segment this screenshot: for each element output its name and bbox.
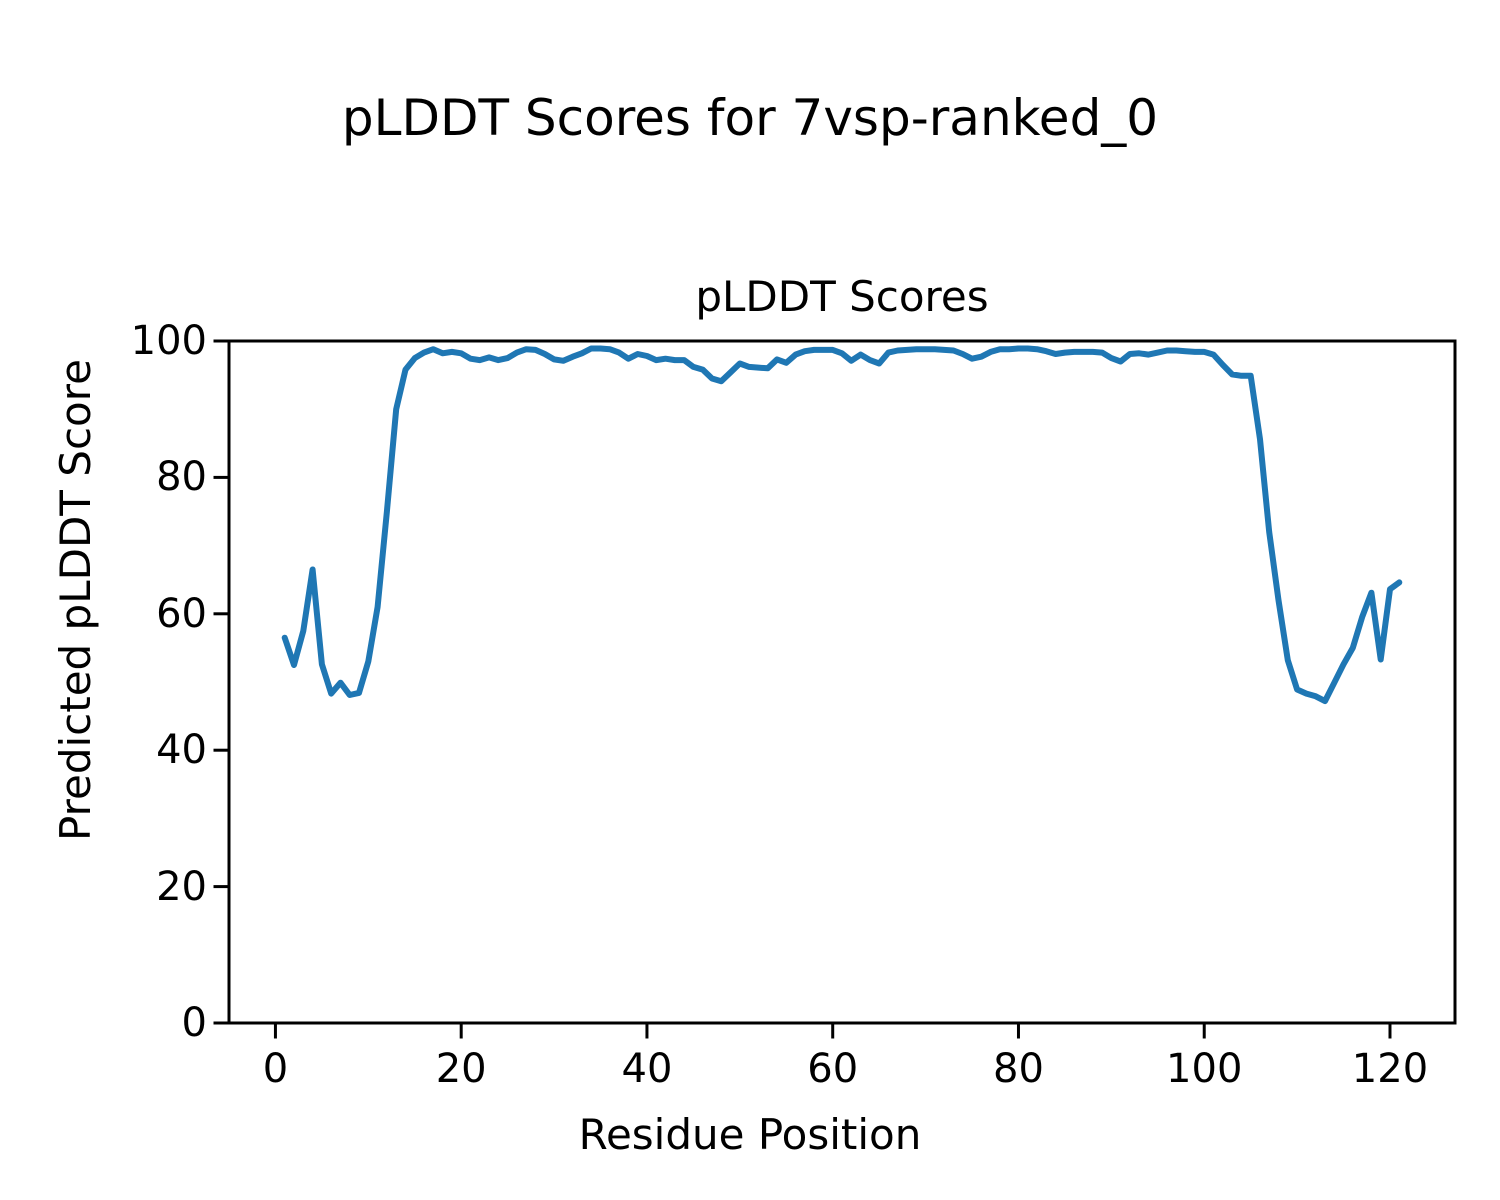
x-tick-label: 80 — [993, 1046, 1044, 1092]
figure-title: pLDDT Scores for 7vsp-ranked_0 — [341, 89, 1159, 147]
x-tick-label: 20 — [435, 1046, 487, 1092]
x-axis-label: Residue Position — [578, 1110, 922, 1159]
y-tick-label: 60 — [156, 590, 207, 637]
y-tick-label: 40 — [156, 727, 207, 774]
axes-title: pLDDT Scores — [695, 272, 989, 321]
plddt-line — [281, 345, 1403, 705]
x-tick-label: 120 — [1351, 1046, 1429, 1092]
y-tick-label: 100 — [130, 318, 207, 364]
y-tick-label: 80 — [156, 454, 207, 501]
y-tick-label: 20 — [156, 863, 207, 910]
x-tick-label: 40 — [621, 1046, 673, 1092]
axes-frame — [227, 339, 1457, 1025]
y-tick-label: 0 — [181, 1000, 207, 1046]
x-tick-label: 0 — [262, 1046, 289, 1092]
x-tick-label: 100 — [1166, 1046, 1243, 1092]
y-axis-label: Predicted pLDDT Score — [51, 359, 100, 841]
x-tick-label: 60 — [807, 1046, 859, 1092]
